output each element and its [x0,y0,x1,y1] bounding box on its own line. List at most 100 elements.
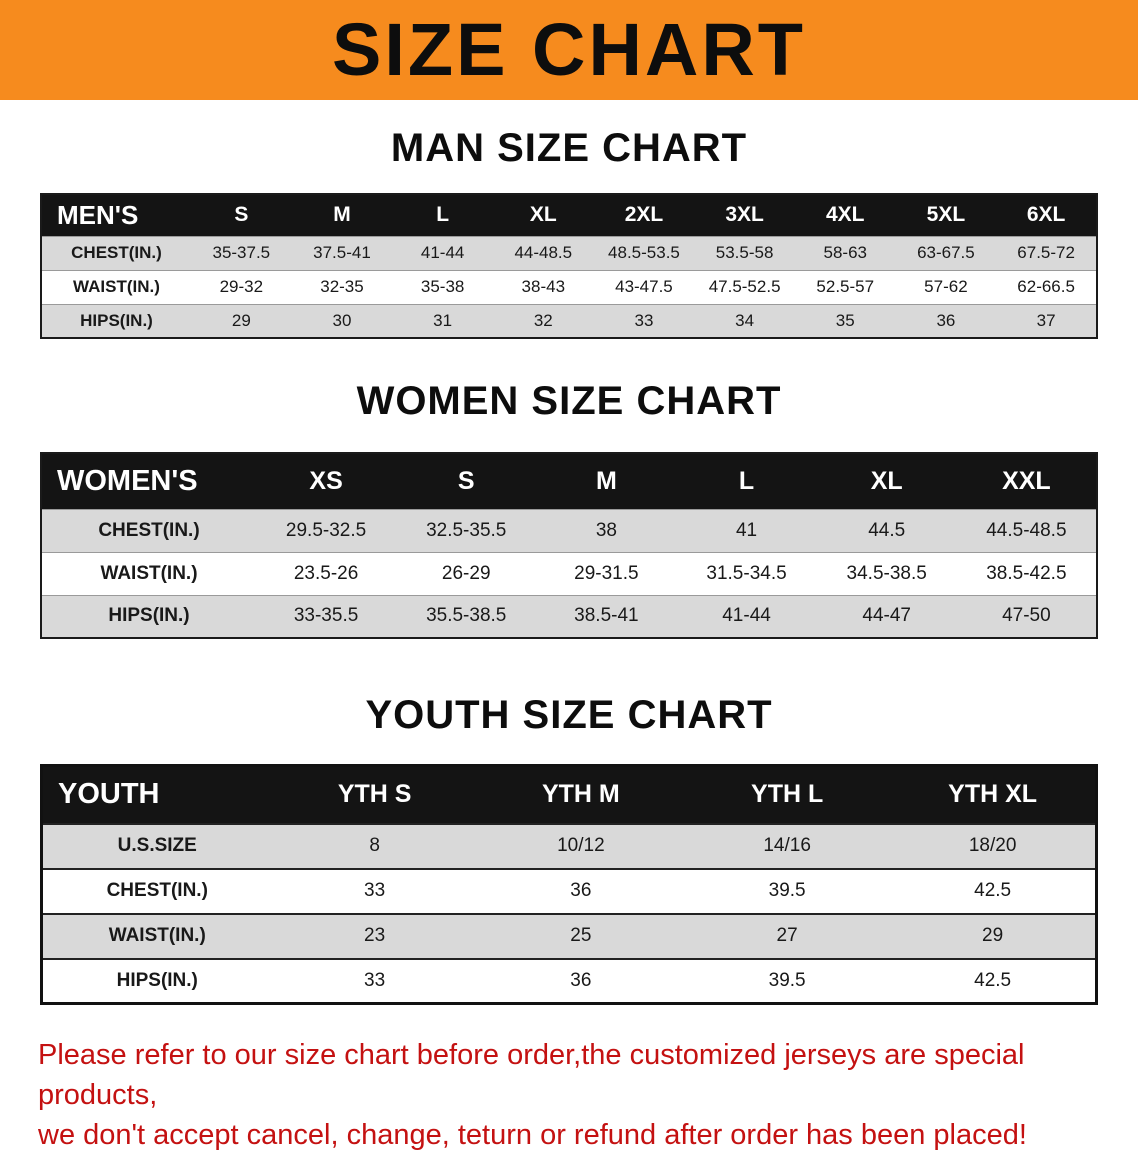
size-header-cell: 6XL [996,194,1097,236]
value-cell: 18/20 [890,822,1097,869]
value-cell: 63-67.5 [895,235,997,270]
value-cell: 44.5 [816,508,957,552]
value-cell: 10/12 [477,822,684,869]
value-cell: 26-29 [396,551,537,595]
value-cell: 44.5-48.5 [956,508,1097,552]
value-cell: 32-35 [291,269,393,304]
value-cell: 35 [794,303,896,338]
size-header-cell: YTH S [271,765,478,824]
table-row: CHEST(IN.) 29.5-32.5 32.5-35.5 38 41 44.5 44.5… [41,508,1097,552]
value-cell: 62-66.5 [996,269,1097,304]
value-cell: 34 [694,303,795,338]
value-cell: 8 [271,822,478,869]
value-cell: 36 [477,867,684,914]
table-row: U.S.SIZE 8 10/12 14/16 18/20 [41,822,1097,869]
row-label-cell: U.S.SIZE [41,822,272,869]
table-title-cell: YOUTH [41,765,272,824]
value-cell: 36 [895,303,997,338]
table-row: HIPS(IN.) 33-35.5 35.5-38.5 38.5-41 41-44 44-… [41,594,1097,638]
footer-notice: Please refer to our size chart before or… [38,1035,1100,1155]
size-header-cell: S [191,194,292,236]
row-label-cell: WAIST(IN.) [41,912,272,959]
value-cell: 35.5-38.5 [396,594,537,638]
row-label-cell: CHEST(IN.) [41,508,256,552]
table-row: HIPS(IN.) 33 36 39.5 42.5 [41,957,1097,1004]
value-cell: 44-48.5 [492,235,594,270]
row-label-cell: CHEST(IN.) [41,235,191,270]
value-cell: 37 [996,303,1097,338]
size-header-cell: YTH XL [890,765,1097,824]
value-cell: 41-44 [676,594,817,638]
row-label-cell: HIPS(IN.) [41,594,256,638]
value-cell: 29-31.5 [536,551,677,595]
value-cell: 14/16 [684,822,891,869]
size-header-cell: M [536,453,677,509]
value-cell: 33-35.5 [256,594,397,638]
size-header-cell: YTH M [477,765,684,824]
size-header-cell: XL [492,194,594,236]
value-cell: 58-63 [794,235,896,270]
banner: SIZE CHART [0,0,1138,100]
table-row: HIPS(IN.) 29 30 31 32 33 34 35 36 37 [41,303,1097,338]
table-row: WAIST(IN.) 23 25 27 29 [41,912,1097,959]
value-cell: 36 [477,957,684,1004]
notice-line-1: Please refer to our size chart before or… [38,1039,1025,1112]
section-women: WOMEN SIZE CHART WOMEN'S XS S M L XL XXL CHEST(… [0,379,1138,639]
value-cell: 23.5-26 [256,551,397,595]
value-cell: 38 [536,508,677,552]
size-header-cell: XL [816,453,957,509]
value-cell: 38.5-42.5 [956,551,1097,595]
size-header-cell: XS [256,453,397,509]
table-title-cell: WOMEN'S [41,453,256,509]
value-cell: 29.5-32.5 [256,508,397,552]
size-header-cell: XXL [956,453,1097,509]
value-cell: 35-37.5 [191,235,292,270]
table-header-row: WOMEN'S XS S M L XL XXL [41,453,1097,509]
size-header-cell: YTH L [684,765,891,824]
size-header-cell: M [291,194,393,236]
page-title: SIZE CHART [332,8,806,91]
size-header-cell: 5XL [895,194,997,236]
value-cell: 30 [291,303,393,338]
value-cell: 27 [684,912,891,959]
value-cell: 48.5-53.5 [593,235,695,270]
value-cell: 53.5-58 [694,235,795,270]
value-cell: 43-47.5 [593,269,695,304]
women-section-heading: WOMEN SIZE CHART [356,379,782,423]
value-cell: 25 [477,912,684,959]
men-section-heading: MAN SIZE CHART [390,126,748,170]
notice-line-2: we don't accept cancel, change, teturn o… [38,1119,1027,1152]
table-row: CHEST(IN.) 33 36 39.5 42.5 [41,867,1097,914]
value-cell: 29 [191,303,292,338]
row-label-cell: HIPS(IN.) [41,303,191,338]
value-cell: 37.5-41 [291,235,393,270]
table-header-row: YOUTH YTH S YTH M YTH L YTH XL [41,765,1097,824]
youth-section-heading: YOUTH SIZE CHART [365,693,773,737]
value-cell: 32.5-35.5 [396,508,537,552]
size-header-cell: L [392,194,493,236]
value-cell: 31.5-34.5 [676,551,817,595]
women-size-table: WOMEN'S XS S M L XL XXL CHEST(IN.) 29.5-32.5 32.5… [40,452,1098,639]
value-cell: 33 [271,957,478,1004]
value-cell: 38-43 [492,269,594,304]
value-cell: 31 [392,303,493,338]
row-label-cell: WAIST(IN.) [41,269,191,304]
youth-size-table: YOUTH YTH S YTH M YTH L YTH XL U.S.SIZE 8 10/12… [40,764,1098,1005]
value-cell: 29-32 [191,269,292,304]
value-cell: 33 [593,303,695,338]
row-label-cell: HIPS(IN.) [41,957,272,1004]
value-cell: 33 [271,867,478,914]
value-cell: 41 [676,508,817,552]
value-cell: 57-62 [895,269,997,304]
men-size-table: MEN'S S M L XL 2XL 3XL 4XL 5XL 6XL CHEST(IN.) 35-37… [40,193,1098,339]
value-cell: 39.5 [684,867,891,914]
value-cell: 67.5-72 [996,235,1097,270]
table-row: WAIST(IN.) 29-32 32-35 35-38 38-43 43-47.5 47.… [41,269,1097,304]
row-label-cell: CHEST(IN.) [41,867,272,914]
value-cell: 47-50 [956,594,1097,638]
section-men: MAN SIZE CHART MEN'S S M L XL 2XL 3XL 4XL 5XL 6XL… [0,126,1138,339]
size-header-cell: L [676,453,817,509]
table-title-cell: MEN'S [41,194,191,236]
size-header-cell: 4XL [794,194,896,236]
value-cell: 44-47 [816,594,957,638]
